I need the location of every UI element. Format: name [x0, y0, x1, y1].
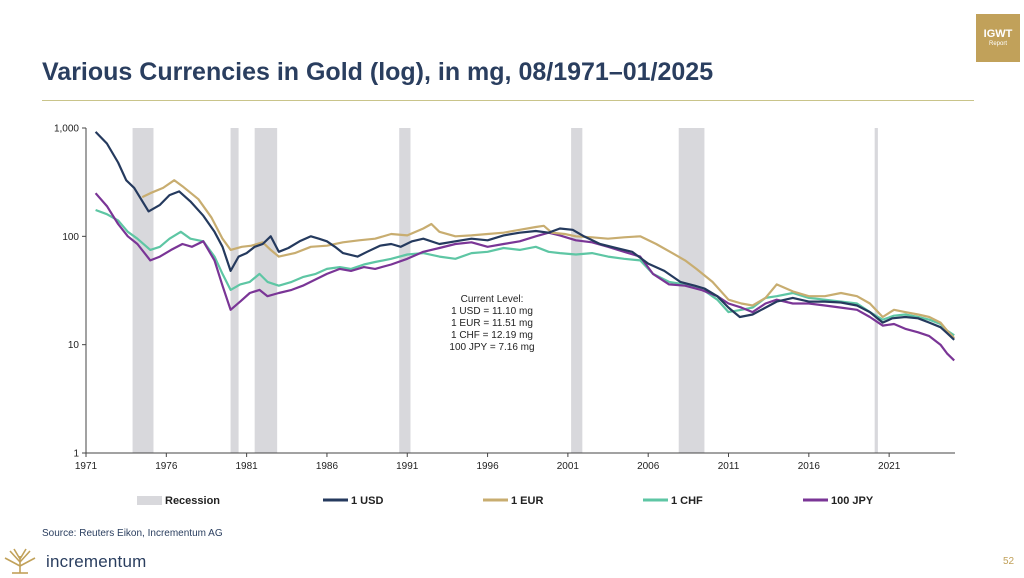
legend-label-chf: 1 CHF [671, 495, 703, 507]
badge-line2: Report [988, 41, 1007, 47]
page-number: 52 [1003, 556, 1015, 567]
y-tick-label-2: 100 [62, 232, 79, 243]
x-tick-label-0: 1971 [75, 461, 98, 472]
badge-line1: IGWT [983, 28, 1013, 40]
source-note: Source: Reuters Eikon, Incrementum AG [42, 528, 223, 539]
incrementum-logo-icon [4, 548, 36, 574]
gold-chart: 1 10 100 1,000 1971 1976 1981 1986 1991 1996 2001 2… [54, 124, 955, 507]
chart-legend: Recession 1 USD 1 EUR 1 CHF 100 JPY [137, 495, 874, 507]
x-tick-label-6: 2001 [557, 461, 580, 472]
page-title: Various Currencies in Gold (log), in mg,… [42, 58, 714, 86]
x-tick-label-4: 1991 [396, 461, 419, 472]
x-tick-label-5: 1996 [476, 461, 499, 472]
recession-band-0 [132, 128, 154, 453]
x-tick-label-2: 1981 [236, 461, 259, 472]
y-tick-label-3: 1,000 [54, 124, 79, 135]
annotation-line-1: 1 USD = 11.10 mg [451, 306, 533, 317]
x-tick-label-8: 2011 [718, 461, 740, 472]
annotation-line-3: 1 CHF = 12.19 mg [451, 330, 533, 341]
series-line-eur [141, 179, 955, 339]
x-tick-label-10: 2021 [878, 461, 901, 472]
legend-label-usd: 1 USD [351, 495, 383, 507]
legend-label-recession: Recession [165, 495, 220, 507]
y-tick-label-0: 1 [73, 449, 79, 460]
x-tick-label-7: 2006 [637, 461, 660, 472]
y-tick-label-1: 10 [68, 340, 80, 351]
recession-band-1 [230, 128, 239, 453]
recession-band-4 [571, 128, 583, 453]
legend-label-eur: 1 EUR [511, 495, 543, 507]
annotation-line-4: 100 JPY = 7.16 mg [449, 342, 534, 353]
legend-swatch-recession [137, 496, 162, 505]
recession-bands [132, 128, 878, 453]
series-line-jpy [94, 192, 955, 362]
recession-band-3 [399, 128, 411, 453]
annotation-line-0: Current Level: [461, 294, 524, 305]
chart-series [94, 131, 955, 362]
x-tick-label-3: 1986 [316, 461, 339, 472]
annotation-line-2: 1 EUR = 11.51 mg [451, 318, 533, 329]
recession-band-6 [874, 128, 878, 453]
current-level-annotation: Current Level:1 USD = 11.10 mg1 EUR = 11… [449, 294, 534, 353]
x-tick-label-1: 1976 [155, 461, 178, 472]
title-divider [42, 100, 974, 101]
series-line-usd [94, 131, 955, 341]
x-tick-label-9: 2016 [798, 461, 821, 472]
chart-axes: 1 10 100 1,000 1971 1976 1981 1986 1991 1996 2001 2… [54, 124, 955, 472]
igwt-report-badge: IGWT Report [976, 14, 1020, 62]
incrementum-wordmark: incrementum [46, 552, 147, 571]
legend-label-jpy: 100 JPY [831, 495, 874, 507]
series-line-chf [95, 208, 955, 337]
recession-band-2 [254, 128, 278, 453]
